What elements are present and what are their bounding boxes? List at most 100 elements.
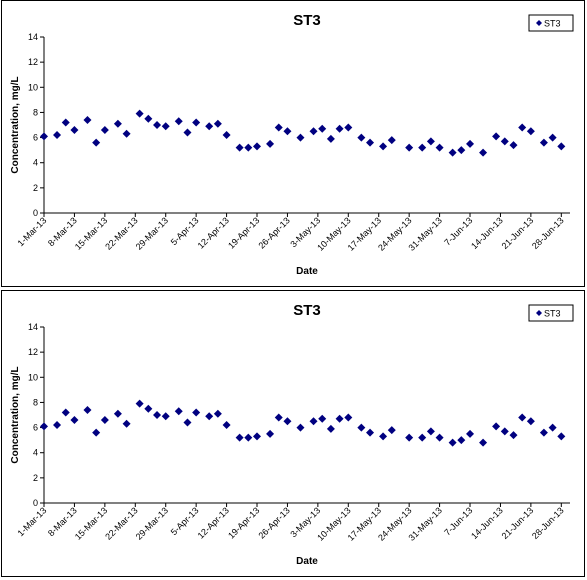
data-point	[122, 419, 131, 428]
data-point	[357, 133, 366, 142]
data-point	[222, 421, 231, 430]
data-point	[518, 413, 527, 422]
x-tick-label: 21-Jun-13	[500, 505, 536, 541]
data-point	[61, 118, 70, 127]
y-axis-label: Concentration, mg/L	[10, 76, 21, 173]
data-point	[53, 131, 62, 140]
data-point	[135, 399, 144, 408]
x-tick-label: 21-Jun-13	[500, 215, 536, 251]
data-point	[113, 119, 122, 128]
x-tick-label: 28-Jun-13	[530, 215, 566, 251]
data-point	[435, 143, 444, 152]
data-point	[183, 418, 192, 427]
data-point	[40, 132, 48, 141]
data-point	[70, 416, 79, 425]
data-point	[309, 127, 318, 136]
legend-box	[528, 14, 574, 32]
data-point	[266, 139, 275, 148]
x-tick-label: 1-Mar-13	[16, 505, 49, 538]
data-point	[174, 407, 183, 416]
data-point	[366, 138, 375, 147]
data-point	[492, 132, 501, 141]
series-points	[40, 399, 566, 447]
data-point	[500, 137, 509, 146]
data-point	[40, 422, 48, 431]
data-point	[548, 423, 557, 432]
data-point	[418, 143, 427, 152]
data-point	[426, 137, 435, 146]
x-tick-label: 28-Jun-13	[530, 505, 566, 541]
data-point	[426, 427, 435, 436]
data-point	[318, 124, 327, 133]
x-tick-label: 26-Apr-13	[256, 215, 291, 250]
data-point	[144, 404, 153, 413]
data-point	[405, 433, 414, 442]
data-point	[518, 123, 527, 132]
data-point	[53, 421, 62, 430]
data-point	[161, 122, 170, 131]
x-tick-label: 29-Mar-13	[134, 505, 170, 541]
chart-title: ST3	[293, 12, 321, 29]
data-point	[344, 413, 353, 422]
data-point	[344, 123, 353, 132]
data-point	[92, 428, 101, 437]
data-point	[135, 109, 144, 118]
data-point	[318, 414, 327, 423]
legend-label: ST3	[544, 309, 561, 319]
data-point	[192, 408, 201, 417]
data-point	[387, 136, 396, 145]
data-point	[557, 142, 566, 151]
x-tick-label: 12-Apr-13	[196, 215, 231, 250]
data-point	[526, 127, 535, 136]
data-point	[296, 423, 305, 432]
x-axis-label: Date	[296, 266, 318, 277]
y-axis-label: Concentration, mg/L	[10, 366, 21, 463]
data-point	[100, 416, 109, 425]
data-point	[357, 423, 366, 432]
data-point	[309, 417, 318, 426]
data-point	[283, 417, 292, 426]
y-tick-label: 12	[28, 57, 38, 67]
legend-label: ST3	[544, 19, 561, 29]
y-tick-label: 14	[28, 32, 38, 42]
data-point	[448, 438, 457, 447]
x-axis-label: Date	[296, 556, 318, 567]
data-point	[70, 126, 79, 135]
y-tick-label: 8	[33, 107, 38, 117]
data-point	[174, 117, 183, 126]
data-point	[435, 433, 444, 442]
data-point	[244, 433, 253, 442]
data-point	[122, 129, 131, 138]
y-tick-label: 14	[28, 322, 38, 332]
y-tick-label: 10	[28, 372, 38, 382]
data-point	[296, 133, 305, 142]
data-point	[539, 428, 548, 437]
data-point	[153, 121, 162, 129]
data-point	[213, 409, 222, 418]
data-point	[283, 127, 292, 136]
data-point	[539, 138, 548, 147]
legend-box	[528, 304, 574, 322]
x-tick-label: 19-Apr-13	[226, 215, 261, 250]
data-point	[387, 426, 396, 435]
data-point	[213, 119, 222, 128]
data-point	[274, 413, 283, 422]
legend: ST3	[528, 14, 574, 32]
data-point	[92, 138, 101, 147]
data-point	[526, 417, 535, 426]
data-point	[366, 428, 375, 437]
series-points	[40, 109, 566, 157]
data-point	[326, 424, 335, 433]
y-tick-label: 2	[33, 473, 38, 483]
data-point	[253, 432, 262, 441]
y-tick-label: 0	[33, 208, 38, 218]
data-point	[100, 126, 109, 135]
data-point	[479, 438, 488, 447]
data-point	[183, 128, 192, 137]
data-point	[379, 432, 388, 441]
chart-panel-top: ST3 0 2 4 6 8 10 12 14 1-Mar-13 8-Mar-13 15-Mar-13 2…	[1, 0, 585, 287]
scatter-chart-bottom: ST3024681012141-Mar-138-Mar-1315-Mar-132…	[10, 302, 574, 567]
data-point	[326, 134, 335, 143]
y-tick-label: 6	[33, 133, 38, 143]
legend-marker	[536, 20, 542, 26]
